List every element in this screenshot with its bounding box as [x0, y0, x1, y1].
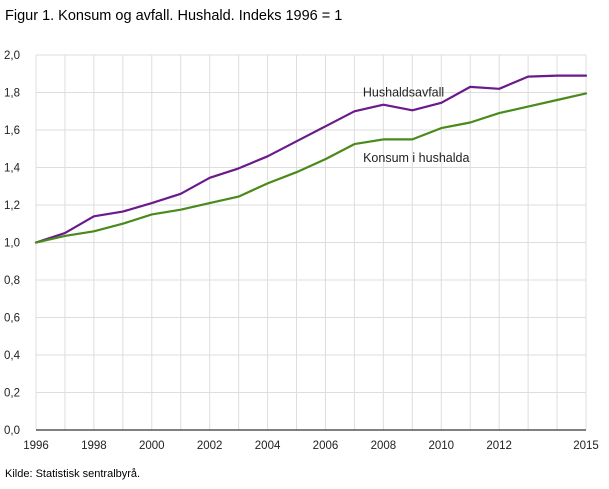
- series-lines: [34, 74, 588, 244]
- chart-title: Figur 1. Konsum og avfall. Hushald. Inde…: [5, 8, 343, 24]
- x-tick-label: 2008: [371, 440, 397, 452]
- x-tick-label: 2015: [573, 440, 599, 452]
- x-tick-label: 1996: [23, 440, 49, 452]
- x-tick-label: 2006: [313, 440, 339, 452]
- y-tick-label: 1,4: [4, 163, 21, 175]
- y-tick-label: 1,0: [4, 238, 20, 250]
- y-tick-label: 0,6: [4, 313, 20, 325]
- y-tick-label: 1,6: [4, 125, 20, 137]
- x-axis-tick-labels: 1996 1998 2000 2002 2004 2006 2008 2010 2012 2015: [23, 440, 599, 452]
- y-tick-label: 0,8: [4, 275, 20, 287]
- x-tick-label: 2000: [139, 440, 165, 452]
- x-tick-label: 2004: [255, 440, 281, 452]
- y-tick-label: 1,8: [4, 88, 20, 100]
- series-line-konsum-i-hushalda: [34, 92, 588, 244]
- series-label-hushaldsavfall: Hushaldsavfall: [363, 86, 444, 100]
- x-tick-label: 2002: [197, 440, 223, 452]
- y-tick-label: 0,2: [4, 388, 20, 400]
- gridlines: [35, 54, 587, 430]
- y-tick-label: 1,2: [4, 200, 20, 212]
- series-line-hushaldsavfall: [34, 74, 588, 244]
- x-tick-label: 2010: [428, 440, 454, 452]
- y-tick-label: 2,0: [4, 50, 20, 62]
- y-tick-label: 0,4: [4, 350, 21, 362]
- series-label-konsum-i-hushalda: Konsum i hushalda: [363, 151, 469, 165]
- source-note: Kilde: Statistisk sentralbyrå.: [5, 468, 141, 480]
- y-tick-label: 0,0: [4, 425, 20, 437]
- x-tick-label: 2012: [486, 440, 512, 452]
- y-axis-tick-labels: 0,0 0,2 0,4 0,6 0,8 1,0 1,2 1,4 1,6 1,8 2,0: [4, 50, 21, 437]
- x-tick-label: 1998: [81, 440, 107, 452]
